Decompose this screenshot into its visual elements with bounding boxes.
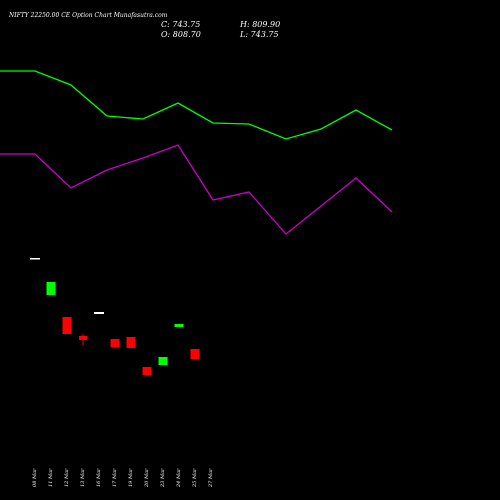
x-tick-label: 27 Mar — [208, 468, 214, 488]
candle — [94, 312, 104, 314]
open-value: O: 808.70 — [161, 30, 201, 39]
x-tick-label: 17 Mar — [112, 468, 118, 487]
candle — [79, 336, 87, 340]
series-line-purple — [0, 144, 393, 235]
low-value: L: 743.75 — [240, 30, 279, 39]
x-tick-label: 13 Mar — [80, 468, 86, 487]
x-tick-label: 16 Mar — [96, 468, 102, 487]
high-value: H: 809.90 — [240, 20, 281, 29]
candle — [110, 339, 120, 347]
x-tick-label: 23 Mar — [160, 468, 166, 488]
x-tick-label: 25 Mar — [192, 468, 198, 488]
candle — [126, 337, 136, 348]
x-tick-label: 20 Mar — [144, 468, 150, 488]
candle — [30, 258, 40, 260]
candle — [62, 317, 72, 334]
chart-title: NIFTY 22250.00 CE Option Chart Munafasut… — [9, 12, 168, 19]
x-tick-label: 12 Mar — [64, 468, 70, 487]
candle — [158, 357, 168, 365]
candle — [46, 282, 56, 295]
x-tick-label: 11 Mar — [48, 468, 54, 487]
series-line-green — [0, 70, 393, 140]
close-value: C: 743.75 — [161, 20, 201, 29]
x-tick-label: 19 Mar — [128, 468, 134, 487]
candle — [174, 324, 184, 327]
x-tick-label: 08 Mar — [32, 468, 38, 487]
candle — [142, 367, 152, 375]
candle — [190, 349, 200, 359]
x-tick-label: 24 Mar — [176, 468, 182, 488]
